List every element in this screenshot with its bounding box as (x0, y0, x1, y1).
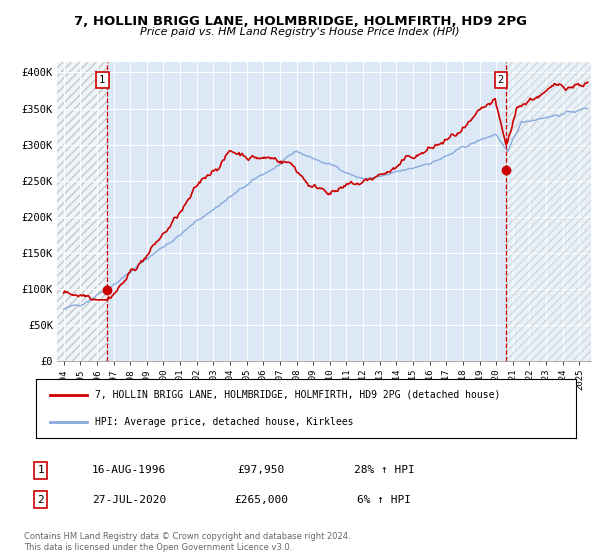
Bar (506, 62, 591, 361)
Text: Contains HM Land Registry data © Crown copyright and database right 2024.: Contains HM Land Registry data © Crown c… (24, 532, 350, 541)
Text: 28% ↑ HPI: 28% ↑ HPI (353, 465, 415, 475)
Text: 16-AUG-1996: 16-AUG-1996 (92, 465, 166, 475)
Bar (57, 62, 107, 361)
Text: This data is licensed under the Open Government Licence v3.0.: This data is licensed under the Open Gov… (24, 543, 292, 552)
Text: 7, HOLLIN BRIGG LANE, HOLMBRIDGE, HOLMFIRTH, HD9 2PG (detached house): 7, HOLLIN BRIGG LANE, HOLMBRIDGE, HOLMFI… (95, 390, 501, 400)
Text: 6% ↑ HPI: 6% ↑ HPI (357, 494, 411, 505)
Text: 27-JUL-2020: 27-JUL-2020 (92, 494, 166, 505)
Text: £265,000: £265,000 (234, 494, 288, 505)
Text: 2: 2 (37, 494, 44, 505)
Text: Price paid vs. HM Land Registry's House Price Index (HPI): Price paid vs. HM Land Registry's House … (140, 27, 460, 37)
Text: £97,950: £97,950 (238, 465, 284, 475)
Text: 1: 1 (99, 74, 106, 85)
Text: 7, HOLLIN BRIGG LANE, HOLMBRIDGE, HOLMFIRTH, HD9 2PG: 7, HOLLIN BRIGG LANE, HOLMBRIDGE, HOLMFI… (74, 15, 527, 27)
Text: 2: 2 (498, 74, 504, 85)
Text: HPI: Average price, detached house, Kirklees: HPI: Average price, detached house, Kirk… (95, 417, 354, 427)
Text: 1: 1 (37, 465, 44, 475)
